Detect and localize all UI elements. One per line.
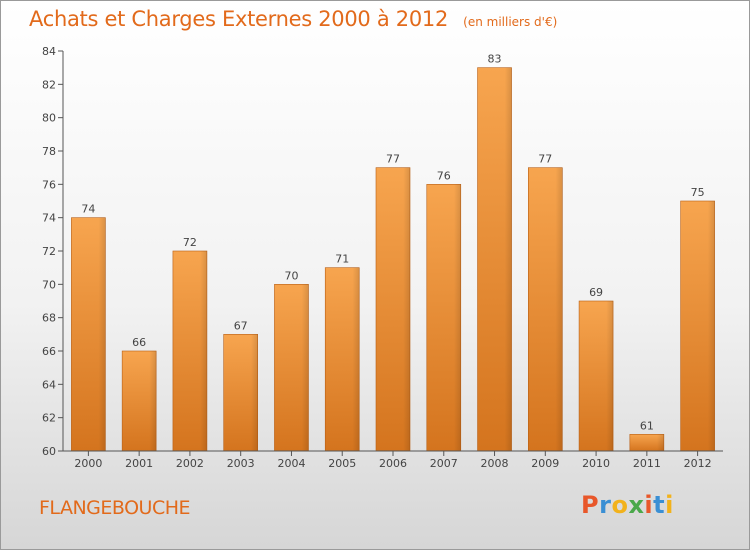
bar-shade-2000 [71,217,106,451]
y-tick-label: 78 [42,145,56,158]
x-axis: 2000 2001 2002 2003 2004 2005 2006 2007 2008 2009… [63,450,723,470]
y-tick-label: 68 [42,312,56,325]
proxiti-logo: Proxiti [581,491,674,519]
data-label-2005: 71 [335,253,349,266]
bar-shade-2002 [172,251,207,451]
logo-letter: x [628,491,645,519]
x-tick-label: 2010 [582,457,610,470]
y-tick-label: 64 [42,378,56,391]
data-label-2012: 75 [691,186,705,199]
bar-shade-2006 [376,167,410,451]
data-label-2010: 69 [589,286,603,299]
y-tick-label: 76 [42,178,56,191]
data-label-2001: 66 [132,336,146,349]
chart-title: Achats et Charges Externes 2000 à 2012 [29,7,449,31]
x-tick-label: 2011 [633,457,661,470]
data-label-2009: 77 [538,153,552,166]
bar-shade-2009 [528,167,563,451]
y-tick-label: 80 [42,112,56,125]
x-tick-label: 2000 [74,457,102,470]
x-tick-label: 2012 [684,457,712,470]
bar-shade-2001 [122,351,157,451]
y-tick-label: 82 [42,78,56,91]
x-tick-label: 2001 [125,457,153,470]
x-tick-label: 2005 [328,457,356,470]
x-tick-label: 2009 [531,457,559,470]
logo-letter: i [644,491,654,519]
logo-letter: P [581,491,600,519]
data-label-2007: 76 [437,169,451,182]
bar-shade-2010 [579,301,614,451]
title-row: Achats et Charges Externes 2000 à 2012 (… [29,7,557,31]
y-axis: 60 62 64 66 68 70 72 74 76 78 80 82 84 [42,45,64,458]
data-label-2003: 67 [234,319,248,332]
x-tick-label: 2004 [277,457,305,470]
logo-letter: o [611,491,629,519]
bars: 74 66 72 67 70 71 77 76 83 77 69 61 75 [71,53,715,452]
data-label-2008: 83 [488,53,502,66]
x-tick-label: 2003 [227,457,255,470]
data-label-2002: 72 [183,236,197,249]
y-tick-label: 60 [42,445,56,458]
y-tick-label: 70 [42,278,56,291]
y-tick-label: 74 [42,212,56,225]
bar-shade-2004 [274,284,309,451]
chart-subtitle: (en milliers d'€) [463,15,558,29]
logo-letter: r [599,491,612,519]
x-tick-label: 2008 [481,457,509,470]
logo-letter: i [665,491,674,519]
logo-letter: t [653,491,666,519]
bar-shade-2008 [477,67,512,452]
x-tick-label: 2002 [176,457,204,470]
data-label-2006: 77 [386,153,400,166]
x-tick-label: 2006 [379,457,407,470]
bar-shade-2005 [325,267,360,451]
x-tick-label: 2007 [430,457,458,470]
data-label-2000: 74 [81,203,95,216]
y-tick-label: 66 [42,345,56,358]
data-label-2004: 70 [284,269,298,282]
y-tick-label: 62 [42,412,56,425]
data-label-2011: 61 [640,419,654,432]
place-name: FLANGEBOUCHE [39,497,191,519]
y-tick-label: 84 [42,45,56,58]
bar-shade-2012 [680,201,715,451]
bar-shade-2011 [629,434,664,451]
bar-shade-2007 [426,184,461,452]
y-tick-label: 72 [42,245,56,258]
bar-shade-2003 [223,334,258,451]
